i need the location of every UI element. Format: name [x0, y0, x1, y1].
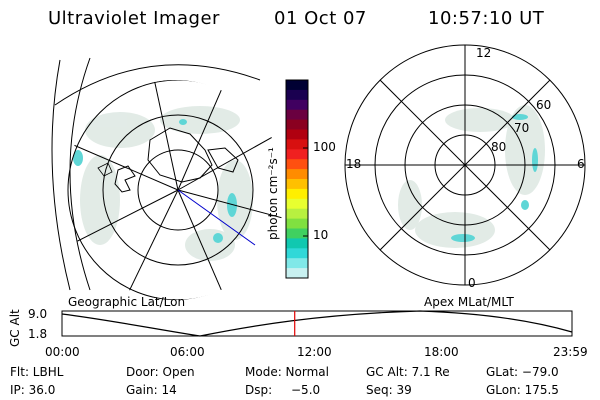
gc-alt-info: GC Alt: 7.1 Re: [366, 365, 450, 379]
altitude-plot: [61, 310, 573, 337]
polar-plot-caption: Apex MLat/MLT: [424, 295, 514, 309]
time-tick-0600: 06:00: [170, 345, 205, 359]
time-tick-0000: 00:00: [45, 345, 80, 359]
colorbar-swatch: [286, 238, 308, 249]
geographic-map: [51, 57, 285, 300]
colorbar-swatch: [286, 218, 308, 229]
colorbar-swatch: [286, 99, 308, 111]
date-label: 01 Oct 07: [274, 8, 367, 29]
colorbar-swatch: [286, 169, 308, 180]
mlt-label-18: 18: [346, 157, 362, 171]
colorbar-swatch: [286, 80, 308, 91]
gain-info: Gain: 14: [126, 383, 177, 397]
altitude-ylabel: GC Alt: [8, 309, 22, 347]
mlat-label-70: 70: [514, 121, 530, 135]
mlt-label-6: 6: [577, 157, 585, 171]
dsp-info-value: −5.0: [291, 383, 321, 397]
colorbar-swatch: [286, 228, 308, 239]
colorbar-swatch: [286, 89, 308, 101]
glon-info: GLon: 175.5: [486, 383, 559, 397]
filter-info: Flt: LBHL: [10, 365, 64, 379]
color-bar: [285, 79, 309, 279]
seq-info: Seq: 39: [366, 383, 412, 397]
colorbar-swatch: [286, 268, 308, 279]
colorbar-unit-label: photon cm⁻²s⁻¹: [266, 147, 280, 240]
colorbar-swatch: [286, 109, 308, 121]
colorbar-swatch: [286, 129, 308, 140]
glat-info: GLat: −79.0: [486, 365, 559, 379]
mlt-label-12: 12: [476, 46, 492, 60]
colorbar-swatch: [286, 258, 308, 269]
colorbar-swatch: [286, 198, 308, 210]
altitude-ytick-high: 9.0: [28, 307, 48, 321]
colorbar-swatch: [286, 248, 308, 259]
mlat-label-60: 60: [536, 98, 552, 112]
colorbar-swatch: [286, 159, 308, 170]
time-label: 10:57:10 UT: [428, 8, 545, 29]
dsp-info-label: Dsp:: [245, 383, 273, 397]
mode-info: Mode: Normal: [245, 365, 329, 379]
mlat-label-80: 80: [491, 140, 507, 154]
polar-plot: [344, 44, 586, 286]
door-info: Door: Open: [126, 365, 195, 379]
colorbar-swatch: [286, 149, 308, 160]
colorbar-swatch: [286, 188, 308, 200]
app-title: Ultraviolet Imager: [48, 8, 220, 29]
geo-map-caption: Geographic Lat/Lon: [68, 295, 186, 309]
mlt-label-0: 0: [468, 276, 476, 290]
colorbar-swatch: [286, 119, 308, 130]
time-tick-1800: 18:00: [424, 345, 459, 359]
colorbar-swatch: [286, 179, 308, 190]
ip-info: IP: 36.0: [10, 383, 56, 397]
colorbar-tick-100: 100: [313, 140, 336, 154]
colorbar-tick-10: 10: [313, 228, 329, 242]
altitude-ytick-low: 1.8: [28, 327, 48, 341]
colorbar-frame: [285, 79, 309, 279]
time-tick-2359: 23:59: [553, 345, 588, 359]
time-tick-1200: 12:00: [297, 345, 332, 359]
colorbar-swatch: [286, 139, 308, 150]
colorbar-swatch: [286, 208, 308, 220]
